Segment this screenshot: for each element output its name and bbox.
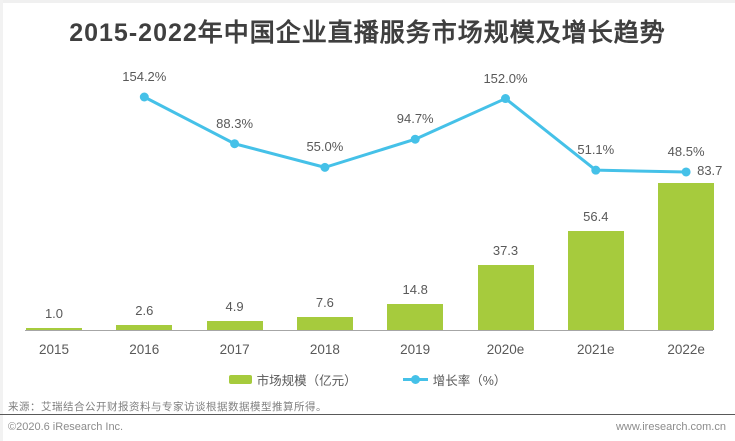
growth-rate-label: 51.1% [577, 142, 615, 158]
growth-rate-label: 55.0% [306, 139, 344, 155]
x-axis-line [25, 330, 713, 331]
bar-value-label: 4.9 [225, 299, 244, 315]
bar-2018 [296, 316, 353, 330]
website-text: www.iresearch.com.cn [615, 421, 726, 433]
bar-2020e [477, 264, 534, 330]
growth-rate-label: 94.7% [396, 111, 434, 127]
bar-2015 [26, 328, 82, 330]
growth-rate-label: 152.0% [483, 70, 528, 86]
bar-2021e [567, 231, 624, 330]
growth-rate-label: 48.5% [667, 143, 705, 159]
x-axis-label: 2021e [577, 342, 615, 357]
x-axis-label: 2016 [129, 342, 160, 357]
bar-2017 [206, 321, 263, 330]
bar-value-label: 1.0 [44, 306, 64, 322]
page-top-edge [0, 0, 735, 3]
chart-area: 1.0 2015 2.6 2016 154.2% 4.9 2017 88.3% 7.6 2018 5… [0, 55, 735, 365]
line-series-marker-icon [402, 375, 428, 384]
x-axis-label: 2017 [219, 342, 250, 357]
bar-2022e [658, 183, 715, 330]
x-axis-label: 2015 [38, 342, 70, 357]
x-axis-label: 2020e [486, 342, 525, 357]
bar-2019 [387, 304, 444, 330]
copyright-text: ©2020.6 iResearch Inc. [8, 421, 124, 433]
bar-value-label: 14.8 [402, 282, 428, 298]
bar-2016 [116, 325, 173, 330]
source-note: 来源：艾瑞结合公开财报资料与专家访谈根据数据模型推算所得。 [8, 401, 327, 413]
chart-legend: 市场规模（亿元） 增长率（%） [0, 370, 735, 389]
x-axis-label: 2018 [309, 342, 340, 357]
legend-label-market-size: 市场规模（亿元） [256, 374, 357, 388]
footer-divider [0, 414, 735, 415]
legend-item-growth-rate: 增长率（%） [402, 370, 507, 389]
bar-value-label: 2.6 [135, 303, 154, 319]
legend-item-market-size: 市场规模（亿元） [228, 370, 357, 389]
growth-rate-label: 154.2% [122, 68, 167, 84]
bar-value-label: 83.7 [697, 162, 723, 178]
legend-label-growth-rate: 增长率（%） [432, 374, 507, 388]
x-axis-label: 2022e [667, 342, 705, 357]
chart-title: 2015-2022年中国企业直播服务市场规模及增长趋势 [69, 19, 666, 47]
line-marker-dot [410, 375, 420, 384]
bar-value-label: 37.3 [492, 242, 519, 258]
growth-rate-line-chart [139, 92, 691, 177]
bar-value-label: 56.4 [583, 209, 609, 225]
page-left-edge [0, 0, 3, 441]
x-axis-label: 2019 [400, 342, 431, 357]
bar-value-label: 7.6 [315, 294, 334, 310]
bar-series-swatch-icon [228, 375, 252, 384]
growth-rate-label: 88.3% [216, 115, 254, 131]
